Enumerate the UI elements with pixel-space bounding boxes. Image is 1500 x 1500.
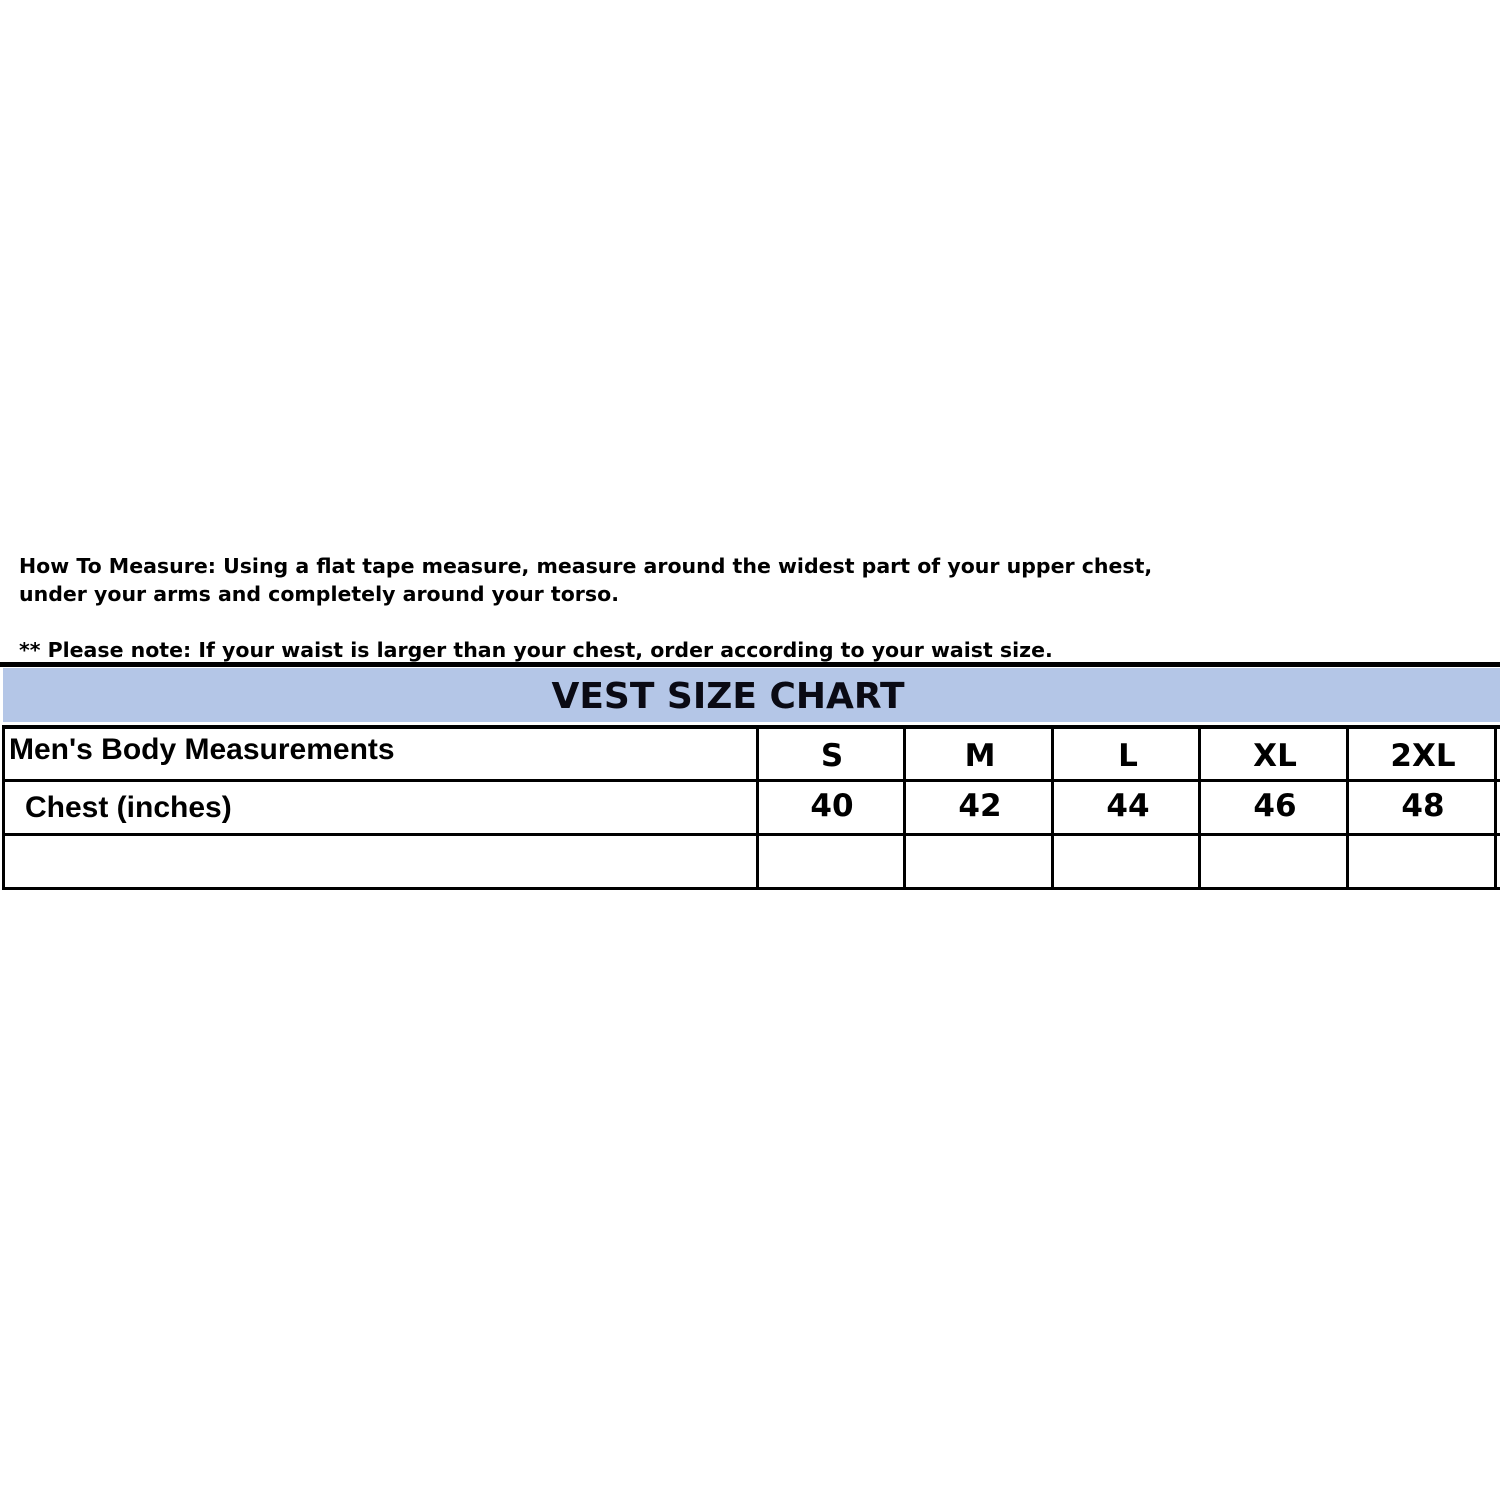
column-divider xyxy=(903,725,906,890)
column-divider xyxy=(1494,725,1497,890)
chart-title: VEST SIZE CHART xyxy=(551,676,905,717)
chest-value-xl: 46 xyxy=(1253,788,1297,824)
column-divider xyxy=(1051,725,1054,890)
size-header-s: S xyxy=(820,738,844,774)
top-divider xyxy=(0,662,1500,667)
title-band xyxy=(3,668,1500,722)
row-header-label: Men's Body Measurements xyxy=(9,733,395,766)
chest-value-l: 44 xyxy=(1106,788,1150,824)
chest-value-s: 40 xyxy=(810,788,854,824)
size-header-m: M xyxy=(964,738,996,774)
chest-row-label: Chest (inches) xyxy=(25,791,232,824)
table-border-top xyxy=(2,725,1500,729)
column-divider xyxy=(2,725,5,890)
how-to-measure-text: How To Measure: Using a flat tape measur… xyxy=(19,554,1153,578)
chest-value-m: 42 xyxy=(958,788,1002,824)
size-header-l: L xyxy=(1118,738,1138,774)
table-border-bottom xyxy=(2,887,1500,890)
waist-note: ** Please note: If your waist is larger … xyxy=(19,638,1053,662)
chest-value-2xl: 48 xyxy=(1401,788,1445,824)
row-divider xyxy=(2,833,1500,836)
size-header-xl: XL xyxy=(1253,738,1297,774)
column-divider xyxy=(1346,725,1349,890)
how-to-measure-text-cont: under your arms and completely around yo… xyxy=(19,582,619,606)
column-divider xyxy=(1198,725,1201,890)
size-header-2xl: 2XL xyxy=(1390,738,1456,774)
column-divider xyxy=(756,725,759,890)
row-divider xyxy=(2,779,1500,782)
